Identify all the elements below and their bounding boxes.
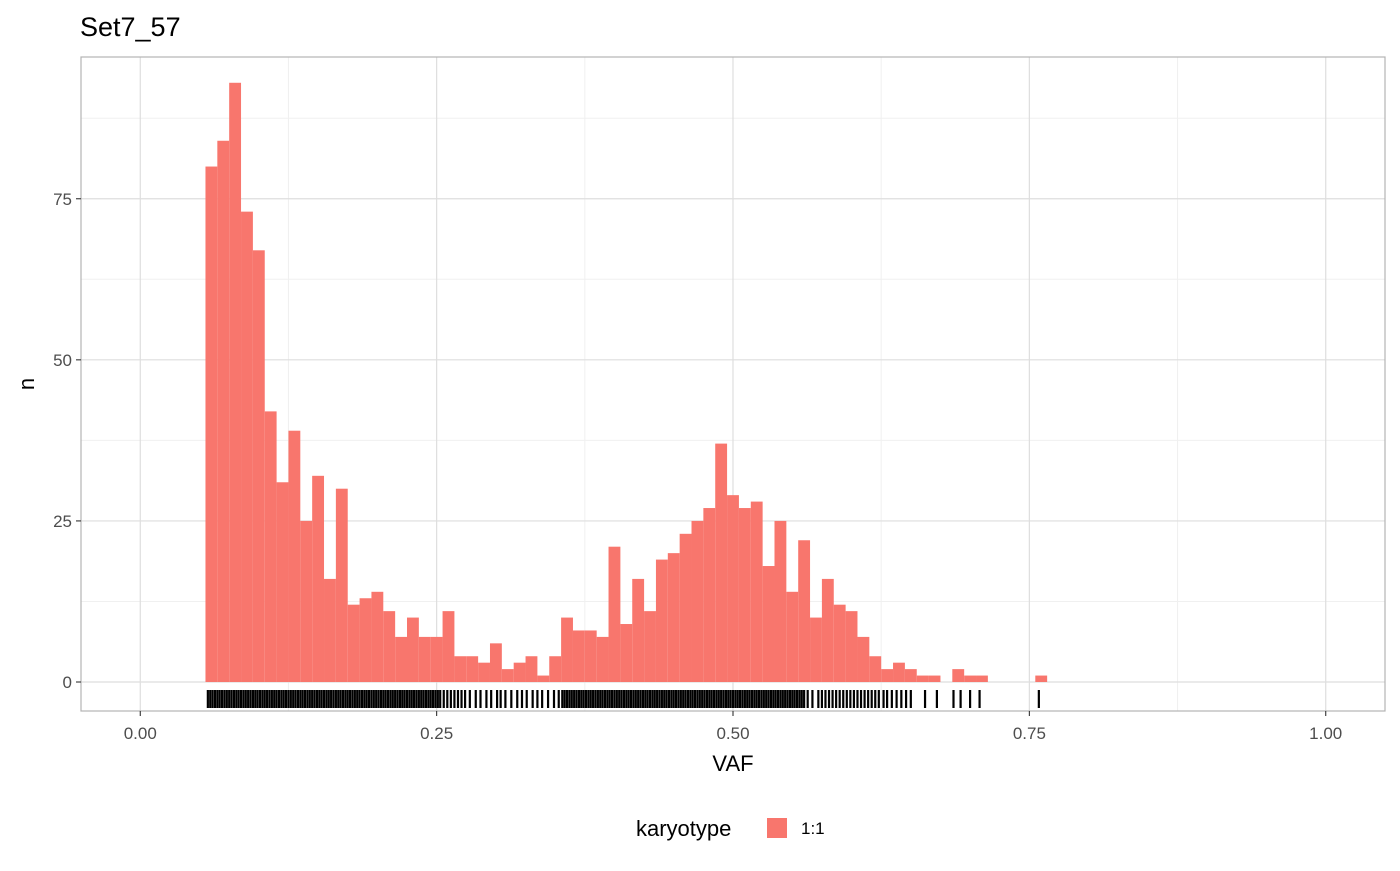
histogram-bar bbox=[572, 630, 585, 683]
histogram-bar bbox=[347, 604, 360, 683]
histogram-bar bbox=[703, 508, 716, 683]
histogram-bar bbox=[881, 669, 894, 683]
x-axis-ticks: 0.00 0.25 0.50 0.75 1.00 bbox=[124, 711, 1342, 743]
histogram-bar bbox=[466, 656, 479, 683]
x-tick-label: 0.75 bbox=[1013, 724, 1046, 743]
histogram-bar bbox=[750, 501, 763, 683]
histogram-bar bbox=[762, 566, 775, 683]
x-axis-title: VAF bbox=[712, 751, 753, 776]
histogram-bar bbox=[620, 624, 633, 683]
x-tick-label: 0.50 bbox=[716, 724, 749, 743]
histogram-bar bbox=[489, 643, 502, 683]
histogram-bar bbox=[359, 598, 372, 683]
histogram-bar bbox=[501, 669, 514, 683]
y-axis-ticks: 0 25 50 75 bbox=[53, 190, 81, 692]
histogram-bar bbox=[821, 578, 834, 683]
histogram-bar bbox=[845, 611, 858, 683]
histogram-bar bbox=[1035, 675, 1048, 683]
histogram-bar bbox=[893, 662, 905, 683]
legend-title: karyotype bbox=[636, 816, 731, 841]
histogram-bar bbox=[205, 166, 218, 683]
histogram-bar bbox=[252, 250, 265, 683]
histogram-bar bbox=[727, 495, 739, 683]
histogram-bar bbox=[217, 140, 230, 683]
x-tick-label: 1.00 bbox=[1309, 724, 1342, 743]
histogram-bar bbox=[952, 669, 965, 683]
histogram-bar bbox=[857, 636, 870, 683]
histogram-bar bbox=[810, 617, 822, 683]
bar-layer bbox=[205, 82, 1048, 683]
histogram-bar bbox=[798, 540, 811, 683]
histogram-bar bbox=[869, 656, 882, 683]
histogram-bar bbox=[478, 662, 490, 683]
y-tick-label: 25 bbox=[53, 512, 72, 531]
histogram-bar bbox=[300, 520, 313, 683]
histogram-bar bbox=[371, 591, 384, 683]
histogram-bar bbox=[537, 675, 550, 683]
histogram-bar bbox=[383, 611, 396, 683]
y-axis-title: n bbox=[14, 378, 39, 390]
histogram-bar bbox=[608, 546, 621, 683]
histogram-bar bbox=[655, 559, 668, 683]
y-tick-label: 75 bbox=[53, 190, 72, 209]
histogram-bar bbox=[904, 669, 917, 683]
histogram-bar bbox=[312, 475, 325, 683]
legend: karyotype 1:1 bbox=[636, 816, 825, 841]
histogram-bar bbox=[335, 488, 348, 683]
histogram-bar bbox=[513, 662, 526, 683]
y-tick-label: 50 bbox=[53, 351, 72, 370]
histogram-bar bbox=[667, 553, 680, 683]
y-tick-label: 0 bbox=[63, 673, 72, 692]
legend-key-1-1 bbox=[767, 818, 787, 838]
histogram-bar bbox=[976, 675, 988, 683]
histogram-bar bbox=[584, 630, 597, 683]
histogram-bar bbox=[738, 508, 751, 683]
histogram-bar bbox=[786, 591, 799, 683]
histogram-bar bbox=[442, 611, 455, 683]
histogram-bar bbox=[596, 636, 609, 683]
histogram-bar bbox=[454, 656, 467, 683]
x-tick-label: 0.25 bbox=[420, 724, 453, 743]
histogram-bar bbox=[691, 520, 704, 683]
histogram-bar bbox=[264, 411, 277, 683]
histogram-bar bbox=[324, 578, 336, 683]
histogram-bar bbox=[549, 656, 562, 683]
chart-title: Set7_57 bbox=[80, 12, 181, 42]
histogram-bar bbox=[632, 578, 645, 683]
histogram-bar bbox=[276, 482, 289, 683]
legend-label-1-1: 1:1 bbox=[801, 819, 825, 838]
histogram-bar bbox=[561, 617, 573, 683]
histogram-bar bbox=[525, 656, 538, 683]
histogram-bar bbox=[430, 636, 443, 683]
histogram-bar bbox=[395, 636, 407, 683]
histogram-bar bbox=[418, 636, 431, 683]
histogram-bar bbox=[928, 675, 941, 683]
histogram-bar bbox=[644, 611, 656, 683]
histogram-bar bbox=[833, 604, 846, 683]
x-tick-label: 0.00 bbox=[124, 724, 157, 743]
histogram-bar bbox=[288, 430, 301, 683]
histogram-bar bbox=[229, 82, 242, 683]
histogram-bar bbox=[964, 675, 977, 683]
rug-layer bbox=[206, 690, 1040, 708]
histogram-bar bbox=[679, 533, 692, 683]
histogram-bar bbox=[241, 211, 253, 683]
histogram-bar bbox=[407, 617, 419, 683]
histogram-bar bbox=[916, 675, 929, 683]
histogram-bar bbox=[715, 443, 728, 683]
histogram-bar bbox=[774, 520, 787, 683]
